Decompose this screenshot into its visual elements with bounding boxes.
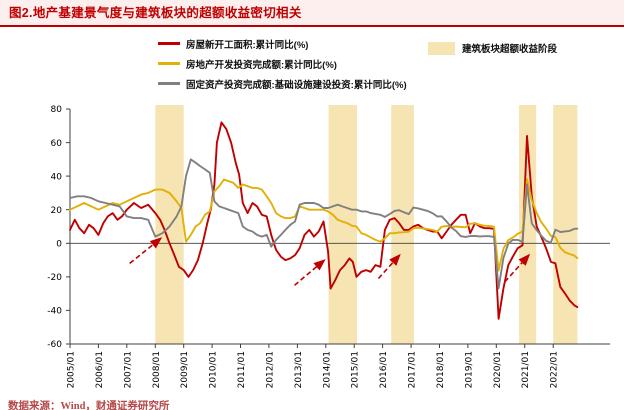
legend-label-housing-starts: 房屋新开工面积:累计同比(%) bbox=[186, 39, 309, 51]
svg-text:60: 60 bbox=[51, 139, 63, 149]
chart-legend: 房屋新开工面积:累计同比(%) 房地产开发投资完成额:累计同比(%) 固定资产投… bbox=[0, 27, 624, 99]
svg-text:2007/01: 2007/01 bbox=[123, 351, 133, 388]
annotation-arrows bbox=[129, 237, 531, 286]
svg-text:2015/01: 2015/01 bbox=[351, 351, 361, 388]
svg-text:2011/01: 2011/01 bbox=[237, 351, 247, 388]
svg-text:2019/01: 2019/01 bbox=[464, 351, 474, 388]
re-investment-line-swatch bbox=[158, 62, 180, 65]
legend-label-re-investment: 房地产开发投资完成额:累计同比(%) bbox=[186, 59, 337, 71]
legend-label-infrastructure: 固定资产投资完成额:基础设施建设投资:累计同比(%) bbox=[186, 79, 407, 91]
svg-text:2022/01: 2022/01 bbox=[550, 351, 560, 388]
svg-text:-60: -60 bbox=[47, 340, 62, 350]
svg-text:2012/01: 2012/01 bbox=[265, 351, 275, 388]
svg-text:2008/01: 2008/01 bbox=[152, 351, 162, 388]
y-axis-labels: 80 60 40 20 0 -20 -40 -60 bbox=[47, 105, 62, 350]
series-line-1 bbox=[69, 178, 579, 272]
figure-title: 图2.地产基建景气度与建筑板块的超额收益密切相关 bbox=[0, 0, 624, 27]
svg-text:2013/01: 2013/01 bbox=[294, 351, 304, 388]
svg-text:2005/01: 2005/01 bbox=[67, 351, 77, 388]
series-line-2 bbox=[69, 158, 579, 290]
svg-text:2018/01: 2018/01 bbox=[436, 351, 446, 388]
svg-text:2006/01: 2006/01 bbox=[95, 351, 105, 388]
svg-text:2010/01: 2010/01 bbox=[209, 351, 219, 388]
svg-text:2009/01: 2009/01 bbox=[180, 351, 190, 388]
svg-text:40: 40 bbox=[51, 172, 63, 182]
svg-text:2021/01: 2021/01 bbox=[521, 351, 531, 388]
data-source: 数据来源：Wind，财通证券研究所 bbox=[8, 401, 170, 410]
svg-text:-20: -20 bbox=[47, 273, 62, 283]
svg-text:-40: -40 bbox=[47, 307, 62, 317]
housing-starts-line-swatch bbox=[158, 42, 180, 45]
legend-label-excess-return-band: 建筑板块超额收益阶段 bbox=[462, 44, 558, 55]
infrastructure-line-swatch bbox=[158, 82, 180, 85]
x-axis-labels: 2005/01 2006/01 2007/01 2008/01 2009/01 2010/… bbox=[67, 351, 560, 388]
svg-text:2020/01: 2020/01 bbox=[493, 351, 503, 388]
svg-text:2016/01: 2016/01 bbox=[379, 351, 389, 388]
excess-return-band-swatch bbox=[428, 41, 455, 55]
svg-text:80: 80 bbox=[51, 105, 63, 115]
legend-item-re-investment: 房地产开发投资完成额:累计同比(%) bbox=[158, 57, 624, 71]
series-line-0 bbox=[69, 121, 579, 320]
svg-text:20: 20 bbox=[51, 206, 63, 216]
legend-item-excess-return-band: 建筑板块超额收益阶段 bbox=[428, 41, 557, 55]
legend-item-infrastructure: 固定资产投资完成额:基础设施建设投资:累计同比(%) bbox=[158, 77, 624, 91]
svg-text:2017/01: 2017/01 bbox=[408, 351, 418, 388]
svg-text:2014/01: 2014/01 bbox=[322, 351, 332, 388]
excess-return-bands bbox=[155, 105, 578, 344]
line-chart: 80 60 40 20 0 -20 -40 -60 2005/01 2006/01 2007/01 2… bbox=[0, 99, 624, 395]
legend-item-housing-starts: 房屋新开工面积:累计同比(%) bbox=[158, 37, 624, 51]
svg-text:0: 0 bbox=[56, 240, 62, 250]
